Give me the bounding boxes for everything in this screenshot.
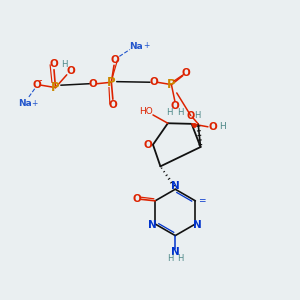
Text: N: N (171, 181, 180, 191)
Text: O: O (88, 79, 97, 89)
Text: +: + (143, 40, 149, 50)
Text: N: N (193, 220, 202, 230)
Text: N: N (148, 220, 157, 230)
Text: O: O (187, 110, 195, 121)
Text: O: O (111, 55, 119, 65)
Text: O: O (208, 122, 217, 132)
Text: O: O (33, 80, 41, 90)
Text: Na: Na (130, 42, 143, 51)
Text: O: O (143, 140, 152, 150)
Text: O: O (182, 68, 190, 78)
Text: H: H (167, 254, 173, 263)
Text: O: O (171, 101, 179, 111)
Text: O: O (149, 77, 158, 87)
Text: H: H (177, 254, 184, 263)
Text: P: P (107, 76, 116, 89)
Text: H: H (61, 60, 68, 69)
Text: O: O (50, 59, 58, 69)
Text: Na: Na (18, 98, 32, 107)
Text: H: H (219, 122, 226, 131)
Text: H: H (177, 108, 184, 117)
Text: H: H (167, 108, 173, 117)
Text: -: - (39, 75, 42, 85)
Text: +: + (31, 98, 37, 107)
Text: O: O (67, 66, 75, 76)
Text: O: O (109, 100, 117, 110)
Text: P: P (51, 81, 60, 94)
Text: H: H (194, 111, 200, 120)
Text: P: P (167, 78, 176, 91)
Text: HO: HO (140, 107, 153, 116)
Text: N: N (171, 247, 180, 257)
Text: =: = (198, 196, 206, 205)
Text: O: O (132, 194, 141, 204)
